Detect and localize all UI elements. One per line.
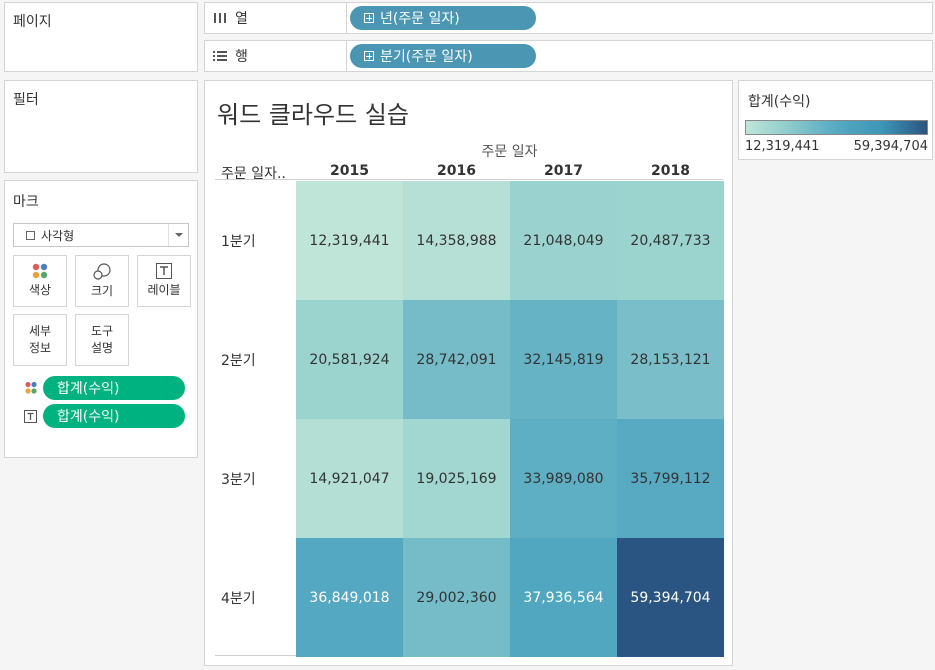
filters-panel[interactable]: 필터 (4, 80, 198, 173)
marks-panel[interactable]: 마크 사각형 색상 크기 레이블 세부 정보 도구 설명 합계( (4, 180, 198, 458)
heatmap-cell-label: 28,742,091 (416, 351, 497, 368)
heatmap-cell-label: 20,487,733 (630, 232, 711, 249)
heatmap-cell[interactable]: 37,936,564 (510, 538, 617, 657)
heatmap-cell-label: 32,145,819 (523, 351, 604, 368)
columns-icon (214, 13, 226, 23)
rows-shelf[interactable]: 행 분기(주문 일자) (204, 40, 933, 72)
heatmap-cell[interactable]: 19,025,169 (403, 419, 510, 538)
row-label-q2: 2분기 (221, 353, 256, 369)
label-button[interactable]: 레이블 (137, 255, 191, 307)
mark-type-select[interactable]: 사각형 (13, 223, 189, 247)
heatmap-cell-label: 14,921,047 (309, 470, 390, 487)
detail-button-line1: 세부 (28, 324, 52, 338)
heatmap-cell[interactable]: 32,145,819 (510, 300, 617, 419)
heatmap-cell-label: 29,002,360 (416, 589, 497, 606)
heatmap-cell[interactable]: 20,487,733 (617, 181, 724, 300)
heatmap-cell-label: 14,358,988 (416, 232, 497, 249)
rows-icon (213, 51, 227, 61)
heatmap-cell[interactable]: 29,002,360 (403, 538, 510, 657)
color-dots-icon (25, 381, 37, 394)
legend-color-ramp (745, 120, 928, 135)
columns-shelf[interactable]: 열 년(주문 일자) (204, 2, 933, 34)
columns-shelf-label: 열 (205, 3, 347, 33)
chevron-down-icon[interactable] (168, 224, 188, 246)
detail-button-line2: 정보 (28, 341, 52, 355)
pages-title: 페이지 (13, 14, 52, 30)
rows-shelf-text: 행 (235, 49, 248, 65)
header-divider (215, 179, 723, 180)
column-year-2018: 2018 (651, 163, 690, 179)
color-button[interactable]: 색상 (13, 255, 67, 307)
heatmap-cell-label: 36,849,018 (309, 589, 390, 606)
legend-title: 합계(수익) (748, 94, 811, 110)
rows-quarter-pill[interactable]: 분기(주문 일자) (350, 44, 536, 68)
heatmap-cell[interactable]: 35,799,112 (617, 419, 724, 538)
heatmap-cell-label: 19,025,169 (416, 470, 497, 487)
expand-plus-icon (364, 13, 374, 23)
worksheet-view[interactable]: 워드 클라우드 실습 주문 일자 주문 일자.. 2015 2016 2017 … (204, 80, 733, 666)
worksheet-title: 워드 클라우드 실습 (217, 101, 409, 129)
rows-pill-text: 분기(주문 일자) (380, 49, 473, 65)
heatmap-cell[interactable]: 14,921,047 (296, 419, 403, 538)
column-header-title: 주문 일자 (481, 144, 538, 160)
detail-button[interactable]: 세부 정보 (13, 314, 67, 366)
heatmap-cell[interactable]: 59,394,704 (617, 538, 724, 657)
label-field-pill[interactable]: 합계(수익) (43, 404, 185, 428)
heatmap-cell-label: 35,799,112 (630, 470, 711, 487)
row-label-q4: 4분기 (221, 591, 256, 607)
heatmap-cell-label: 33,989,080 (523, 470, 604, 487)
heatmap-cell[interactable]: 36,849,018 (296, 538, 403, 657)
heatmap-cell[interactable]: 21,048,049 (510, 181, 617, 300)
row-header-title: 주문 일자.. (221, 166, 286, 182)
heatmap-cell[interactable]: 12,319,441 (296, 181, 403, 300)
heatmap-cell[interactable]: 14,358,988 (403, 181, 510, 300)
mark-type-value: 사각형 (41, 228, 75, 243)
row-label-q3: 3분기 (221, 472, 256, 488)
tooltip-button-line1: 도구 (90, 324, 114, 338)
rows-shelf-label: 행 (205, 41, 347, 71)
color-dots-icon (32, 263, 48, 279)
text-t-icon (24, 410, 37, 423)
text-t-icon (156, 263, 172, 279)
marks-title: 마크 (13, 194, 39, 210)
heatmap-cell-label: 21,048,049 (523, 232, 604, 249)
expand-plus-icon (364, 51, 374, 61)
color-field-text: 합계(수익) (57, 381, 120, 397)
legend-min-label: 12,319,441 (745, 139, 820, 154)
heatmap-cell[interactable]: 33,989,080 (510, 419, 617, 538)
label-field-text: 합계(수익) (57, 409, 120, 425)
heatmap-cell-label: 20,581,924 (309, 351, 390, 368)
color-field-pill[interactable]: 합계(수익) (43, 376, 185, 400)
heatmap-cell-label: 37,936,564 (523, 589, 604, 606)
column-year-2016: 2016 (437, 163, 476, 179)
heatmap-cell-label: 28,153,121 (630, 351, 711, 368)
columns-pill-text: 년(주문 일자) (380, 11, 460, 27)
columns-year-pill[interactable]: 년(주문 일자) (350, 6, 536, 30)
tooltip-button[interactable]: 도구 설명 (75, 314, 129, 366)
color-legend[interactable]: 합계(수익) 12,319,441 59,394,704 (738, 80, 933, 160)
columns-shelf-text: 열 (235, 11, 248, 27)
filters-title: 필터 (13, 92, 39, 108)
pages-panel[interactable]: 페이지 (4, 2, 198, 72)
column-year-2017: 2017 (544, 163, 583, 179)
size-button[interactable]: 크기 (75, 255, 129, 307)
heatmap-cell[interactable]: 28,742,091 (403, 300, 510, 419)
legend-max-label: 59,394,704 (853, 139, 928, 154)
square-icon (26, 230, 35, 240)
size-circles-icon (93, 262, 111, 280)
heatmap-cell[interactable]: 20,581,924 (296, 300, 403, 419)
row-label-q1: 1분기 (221, 234, 256, 250)
tooltip-button-line2: 설명 (90, 341, 114, 355)
heatmap-cell-label: 12,319,441 (309, 232, 390, 249)
heatmap-cell[interactable]: 28,153,121 (617, 300, 724, 419)
color-button-label: 색상 (28, 283, 52, 297)
column-year-2015: 2015 (330, 163, 369, 179)
size-button-label: 크기 (90, 283, 114, 298)
label-button-label: 레이블 (147, 283, 181, 297)
heatmap-cell-label: 59,394,704 (630, 589, 711, 606)
